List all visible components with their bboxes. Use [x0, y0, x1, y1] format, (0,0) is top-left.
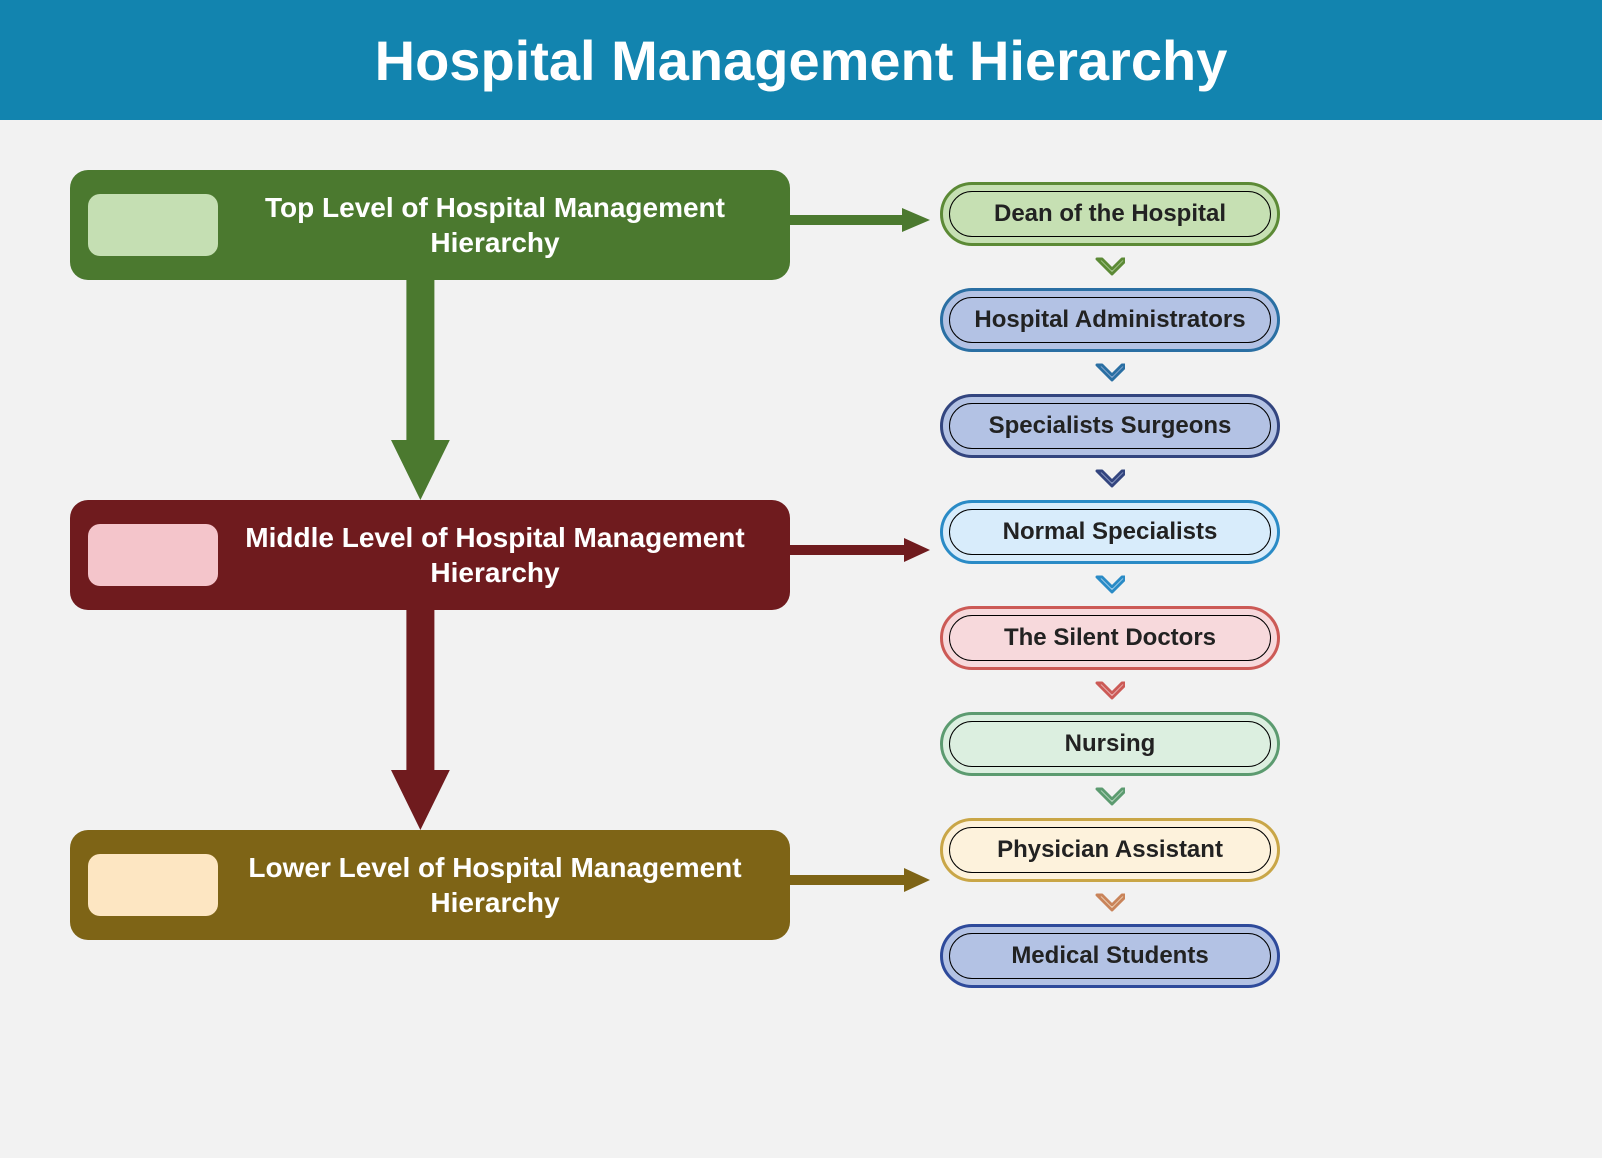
level-label-lower: Lower Level of Hospital Management Hiera… [218, 850, 772, 920]
page-title: Hospital Management Hierarchy [375, 28, 1228, 93]
title-bar: Hospital Management Hierarchy [0, 0, 1602, 120]
level-box-middle: Middle Level of Hospital Management Hier… [70, 500, 790, 610]
role-pill-label-4: The Silent Doctors [949, 615, 1271, 661]
role-pill-label-5: Nursing [949, 721, 1271, 767]
chevron-down-icon [1095, 575, 1125, 595]
role-pill-label-6: Physician Assistant [949, 827, 1271, 873]
chevron-down-icon [1095, 363, 1125, 383]
role-pill-label-2: Specialists Surgeons [949, 403, 1271, 449]
role-pill-7: Medical Students [940, 924, 1280, 988]
chevron-down-icon [1095, 257, 1125, 277]
vertical-arrow-top-to-middle [386, 280, 455, 500]
role-pill-2: Specialists Surgeons [940, 394, 1280, 458]
level-label-middle: Middle Level of Hospital Management Hier… [218, 520, 772, 590]
chevron-down-icon [1095, 893, 1125, 913]
horizontal-arrow-from-lower [790, 865, 930, 895]
vertical-arrow-middle-to-lower [386, 610, 455, 830]
level-icon-lower [88, 854, 218, 916]
role-pill-0: Dean of the Hospital [940, 182, 1280, 246]
horizontal-arrow-from-top [790, 205, 930, 235]
diagram-canvas: Top Level of Hospital Management Hierarc… [0, 120, 1602, 1158]
role-pill-label-0: Dean of the Hospital [949, 191, 1271, 237]
role-pill-4: The Silent Doctors [940, 606, 1280, 670]
level-box-lower: Lower Level of Hospital Management Hiera… [70, 830, 790, 940]
level-box-top: Top Level of Hospital Management Hierarc… [70, 170, 790, 280]
role-pill-1: Hospital Administrators [940, 288, 1280, 352]
chevron-down-icon [1095, 787, 1125, 807]
role-pill-6: Physician Assistant [940, 818, 1280, 882]
role-pill-5: Nursing [940, 712, 1280, 776]
chevron-down-icon [1095, 681, 1125, 701]
level-icon-middle [88, 524, 218, 586]
chevron-down-icon [1095, 469, 1125, 489]
role-pill-label-7: Medical Students [949, 933, 1271, 979]
role-pill-label-3: Normal Specialists [949, 509, 1271, 555]
role-pill-3: Normal Specialists [940, 500, 1280, 564]
level-icon-top [88, 194, 218, 256]
role-pill-label-1: Hospital Administrators [949, 297, 1271, 343]
horizontal-arrow-from-middle [790, 535, 930, 565]
level-label-top: Top Level of Hospital Management Hierarc… [218, 190, 772, 260]
